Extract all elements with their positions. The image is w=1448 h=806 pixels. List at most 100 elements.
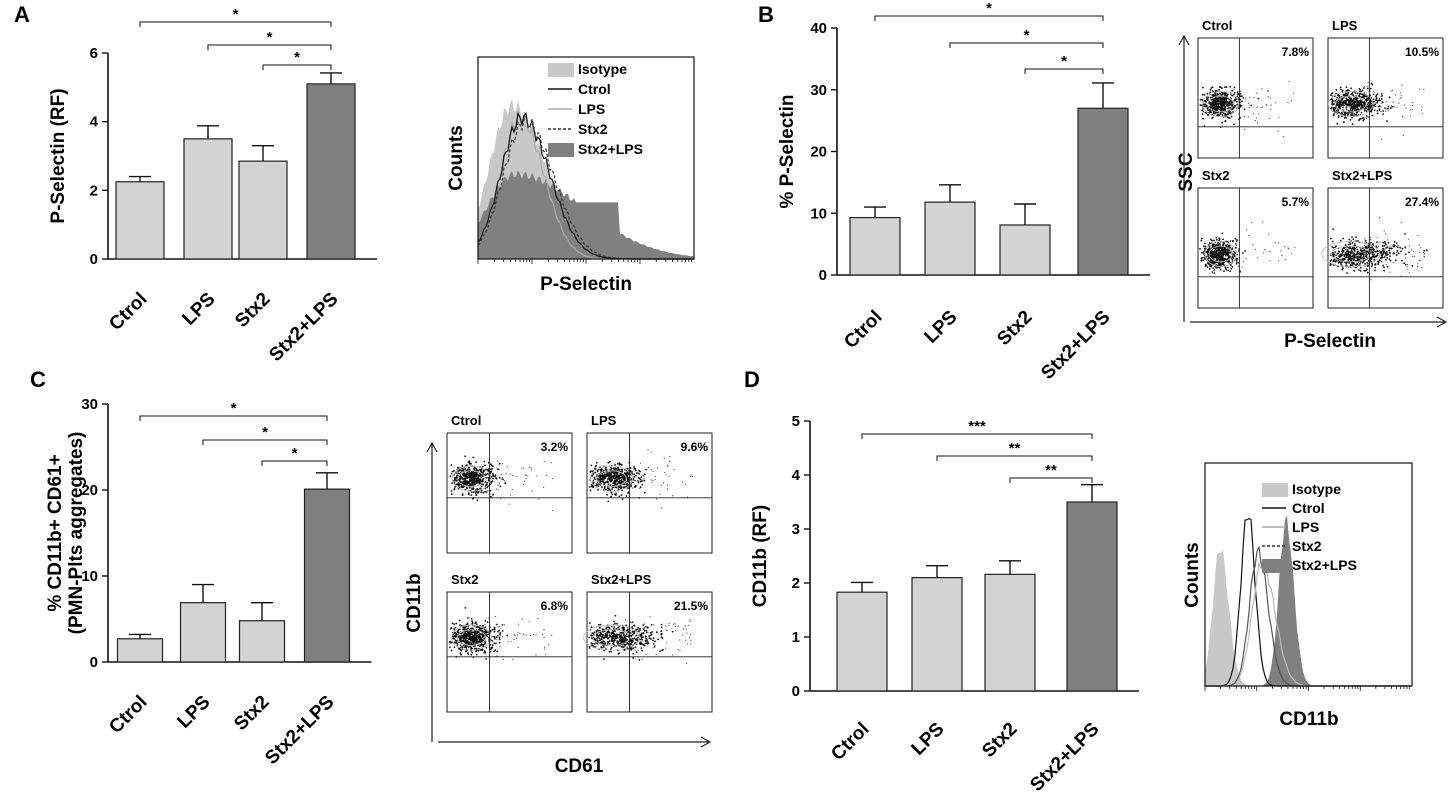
significance-label: * xyxy=(267,29,273,46)
x-tick-label: LPS xyxy=(174,692,215,733)
significance-label: ** xyxy=(1009,440,1021,457)
y-axis-label: P-Selectin (RF) xyxy=(48,88,69,223)
x-tick-label: Stx2 xyxy=(978,719,1021,762)
x-axis-label: CD11b xyxy=(1279,709,1338,730)
isotype-curve xyxy=(1205,550,1412,686)
y-axis-label: % CD11b+ CD61+ xyxy=(45,454,66,611)
significance-bracket xyxy=(936,455,1093,461)
significance-bracket xyxy=(202,439,328,445)
flow-plot-frame xyxy=(446,432,573,554)
x-tick-label: Ctrol xyxy=(105,289,151,335)
density-contour xyxy=(1208,245,1233,263)
significance-bracket xyxy=(139,415,328,421)
bar-lps xyxy=(179,602,227,663)
flow-plot-title: Stx2 xyxy=(1202,168,1229,183)
density-contour xyxy=(457,470,486,487)
y-tick-label: 0 xyxy=(792,683,800,700)
stx2-lps-curve xyxy=(478,170,694,259)
x-tick-label: Stx2 xyxy=(993,307,1036,350)
legend-entry: Isotype xyxy=(1292,481,1341,497)
significance-label: * xyxy=(292,445,298,462)
flow-plot-ctrol: Ctrol 7.8% xyxy=(1197,18,1314,159)
flow-plot-percentage: 7.8% xyxy=(1282,45,1310,59)
x-tick-label: Stx2 xyxy=(231,289,274,332)
y-axis-label: Counts xyxy=(446,125,467,190)
x-arrowhead xyxy=(1436,316,1448,328)
legend-entry: Stx2+LPS xyxy=(1292,557,1357,573)
y-axis-label: CD11b (RF) xyxy=(750,505,771,607)
x-arrowhead xyxy=(700,736,712,748)
x-axis-label: P-Selectin xyxy=(540,274,632,295)
flow-plot-title: Stx2+LPS xyxy=(591,572,652,587)
panel-c-bar-chart: C 0 10 20 30 % CD11b+ CD61+ (PMN-Plts aggregat… xyxy=(30,367,372,769)
flow-plot-lps: LPS 9.6% xyxy=(586,413,713,554)
bar-stx2 xyxy=(238,160,288,260)
density-contour xyxy=(592,629,631,646)
panel-label-a: A xyxy=(14,2,30,27)
significance-bracket xyxy=(1024,68,1104,74)
x-tick-label: LPS xyxy=(921,307,962,348)
flow-plot-title: LPS xyxy=(591,413,617,428)
density-contour xyxy=(1204,240,1237,268)
flow-plot-percentage: 21.5% xyxy=(674,599,708,613)
y-tick-label: 20 xyxy=(81,482,98,499)
x-tick-label: Stx2+LPS xyxy=(265,289,342,366)
legend-entry: Ctrol xyxy=(578,81,611,97)
significance-bracket xyxy=(139,21,332,27)
bar-stx2-lps xyxy=(1077,107,1129,276)
density-contour xyxy=(451,465,492,492)
y-tick-label: 6 xyxy=(90,45,98,62)
significance-bracket xyxy=(874,15,1104,21)
y-tick-label: 0 xyxy=(819,267,827,284)
significance-label: *** xyxy=(968,418,986,435)
density-contour xyxy=(1330,245,1371,263)
significance-label: ** xyxy=(1045,462,1057,479)
bar-stx2-lps xyxy=(306,83,356,260)
density-contour xyxy=(583,624,640,651)
y-tick-label: 30 xyxy=(810,82,827,99)
panel-a-hist: Isotype Ctrol LPS Stx2 Stx2+LPS P-Selectin Cou… xyxy=(446,56,695,295)
flow-plot-frame xyxy=(1197,187,1314,309)
panel-d-hist: Isotype Ctrol LPS Stx2 Stx2+LPS CD11b Counts xyxy=(1182,462,1413,730)
panel-c-flow: Ctrol 3.2% LPS 9.6% Stx2 6.8% Stx2+LPS 21.5% CD6… xyxy=(404,413,713,777)
flow-plot-frame xyxy=(446,591,573,713)
bar-ctrol xyxy=(836,591,888,692)
significance-label: * xyxy=(1061,53,1067,70)
flow-plot-percentage: 10.5% xyxy=(1405,45,1439,59)
bar-stx2-lps xyxy=(1066,501,1118,692)
y-tick-label: 5 xyxy=(792,413,800,430)
significance-bracket xyxy=(949,42,1104,48)
density-contour xyxy=(1327,90,1374,118)
significance-label: * xyxy=(262,424,268,441)
y-tick-label: 2 xyxy=(90,182,98,199)
x-tick-label: Ctrol xyxy=(827,719,873,765)
significance-bracket xyxy=(861,433,1093,439)
flow-plot-stx2-lps: Stx2+LPS 27.4% xyxy=(1321,168,1444,309)
significance-label: * xyxy=(233,6,239,23)
flow-plot-title: Ctrol xyxy=(1202,18,1232,33)
density-contour xyxy=(1202,90,1240,118)
y-tick-label: 0 xyxy=(90,654,98,671)
panel-label-d: D xyxy=(744,367,760,392)
y-axis-label-line2: (PMN-Plts aggregates) xyxy=(66,432,87,635)
legend-entry: LPS xyxy=(1292,519,1319,535)
y-tick-label: 2 xyxy=(792,575,800,592)
bar-stx2 xyxy=(999,224,1051,276)
panel-a-bar-chart: A 0 2 4 6 P-Selectin (RF) Ctrol LPS Stx2Stx2+LPS… xyxy=(14,2,377,366)
legend-entry: Isotype xyxy=(578,61,627,77)
y-axis-label: CD11b xyxy=(404,573,425,632)
flow-plot-lps: LPS 10.5% xyxy=(1327,18,1444,159)
flow-plot-percentage: 27.4% xyxy=(1405,195,1439,209)
flow-plot-percentage: 9.6% xyxy=(681,440,709,454)
y-axis-label: SSC xyxy=(1176,152,1197,191)
y-tick-label: 3 xyxy=(792,521,800,538)
density-contour xyxy=(596,470,627,487)
x-tick-label: LPS xyxy=(908,719,949,760)
bar-lps xyxy=(183,138,233,260)
panel-label-c: C xyxy=(30,367,46,392)
bar-lps xyxy=(911,576,963,692)
flow-plot-title: LPS xyxy=(1332,18,1358,33)
x-tick-label: Stx2+LPS xyxy=(1026,719,1103,796)
